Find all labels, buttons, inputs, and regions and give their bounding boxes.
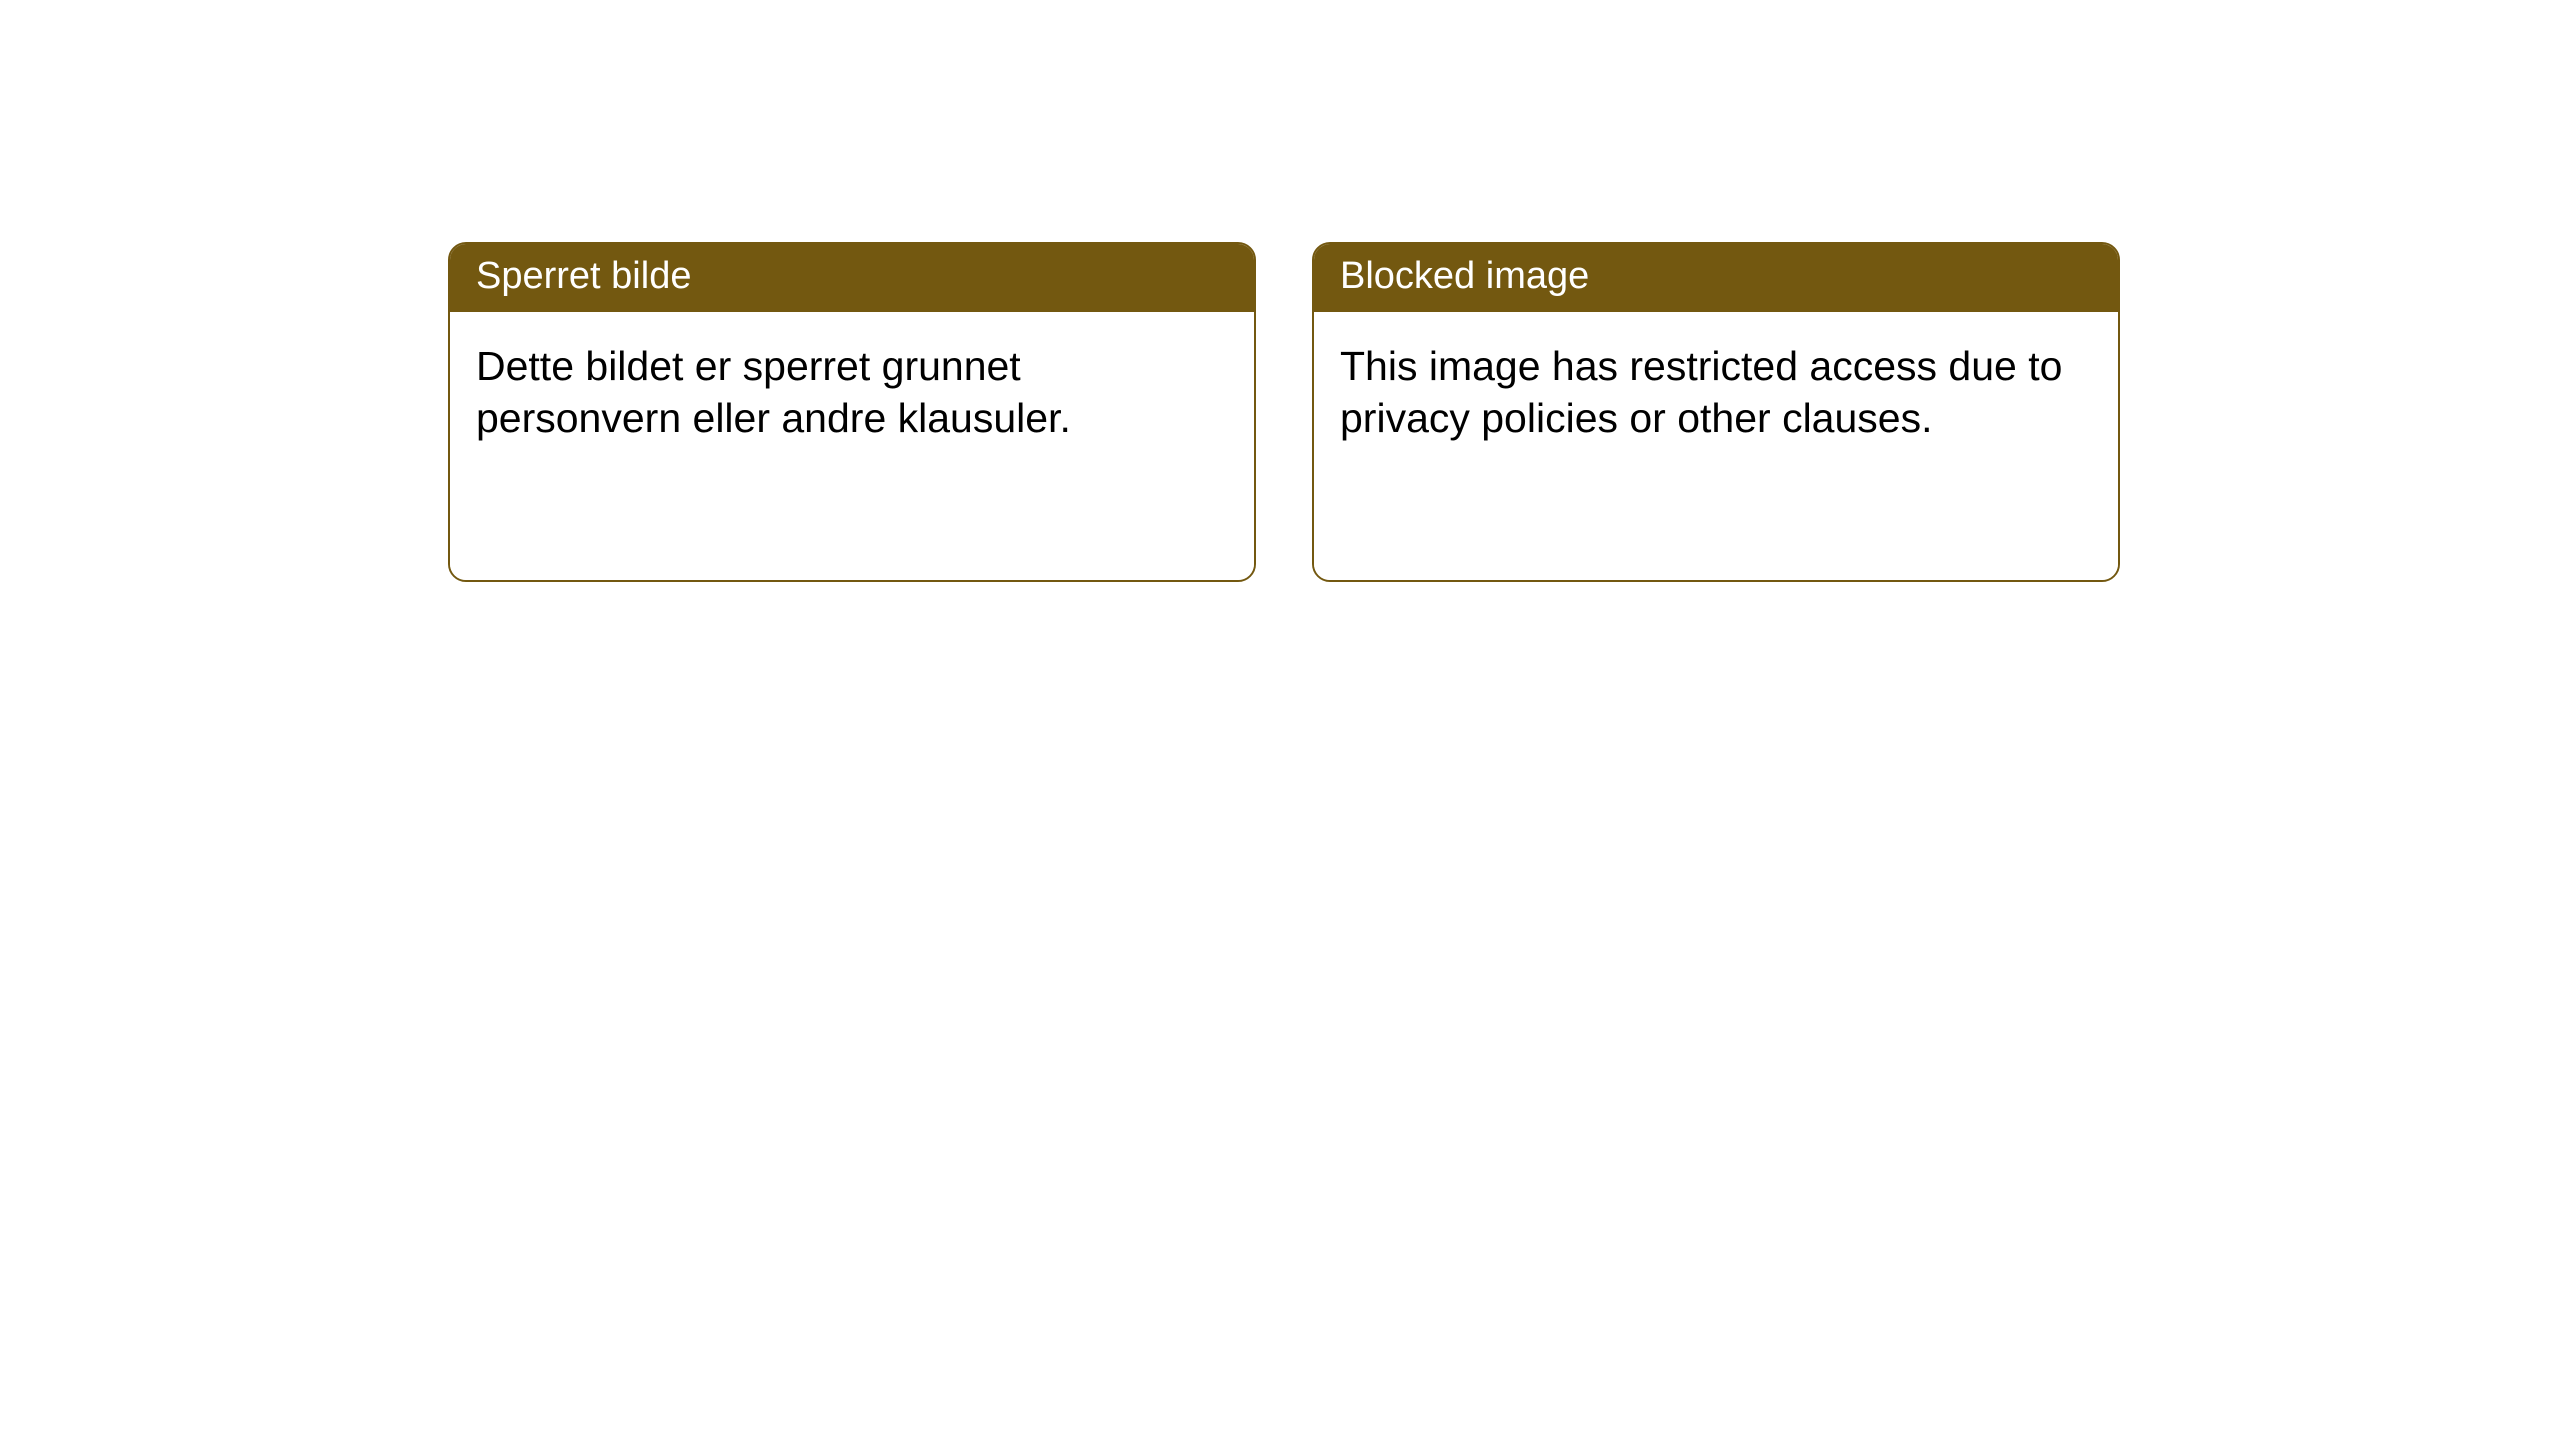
notice-card-norwegian: Sperret bilde Dette bildet er sperret gr… [448, 242, 1256, 582]
notice-card-body-english: This image has restricted access due to … [1314, 312, 2118, 580]
notice-container: Sperret bilde Dette bildet er sperret gr… [0, 0, 2560, 582]
notice-card-english: Blocked image This image has restricted … [1312, 242, 2120, 582]
notice-card-body-norwegian: Dette bildet er sperret grunnet personve… [450, 312, 1254, 580]
notice-card-title-english: Blocked image [1314, 244, 2118, 312]
notice-card-title-norwegian: Sperret bilde [450, 244, 1254, 312]
